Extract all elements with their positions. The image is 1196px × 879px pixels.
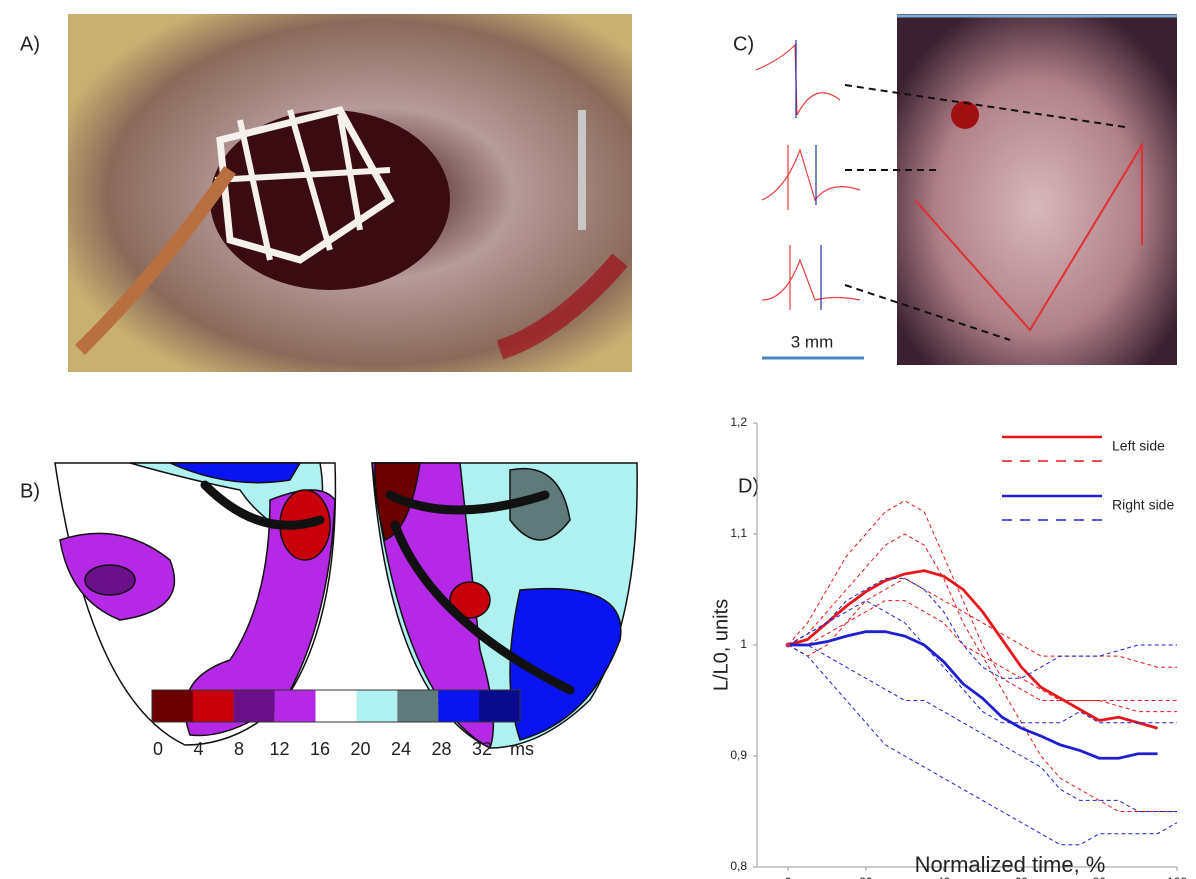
- series-line: [787, 600, 1177, 724]
- series-line: [787, 533, 1177, 812]
- x-tick-label: 0: [785, 875, 792, 879]
- x-tick-label: 40: [937, 875, 951, 879]
- colorbar-tick: 12: [269, 739, 289, 759]
- colorbar-tick: 16: [310, 739, 330, 759]
- colorbar-tick: 8: [234, 739, 244, 759]
- series-line: [787, 577, 1177, 668]
- map-right: [371, 462, 638, 750]
- colorbar-tick: 24: [391, 739, 411, 759]
- color-swatch: [356, 690, 398, 722]
- arrows: [844, 84, 1126, 341]
- colorbar-tick: 4: [193, 739, 203, 759]
- panel-label: A): [20, 33, 40, 55]
- panel-label: B): [20, 480, 40, 502]
- photo-c: [897, 14, 1177, 365]
- color-swatch: [479, 690, 520, 722]
- series-line: [787, 577, 1177, 679]
- series-line: [788, 644, 1177, 812]
- panel-label: C): [733, 33, 754, 55]
- x-tick-label: 20: [859, 875, 873, 879]
- signals: [755, 40, 861, 310]
- y-axis-label: L/L0, units: [710, 599, 732, 691]
- scale-label: 3 mm: [791, 332, 834, 351]
- y-tick-label: 0,8: [730, 859, 747, 873]
- colorbar-tick: 28: [431, 739, 451, 759]
- y-tick-label: 1: [740, 637, 747, 651]
- y-tick-label: 0,9: [730, 748, 747, 762]
- chart: 0,8 0,9 1 1,1 1,2 0 20 40 60 80 100 Normalized time…: [710, 415, 1187, 879]
- color-swatch: [315, 690, 357, 722]
- x-axis-label: Normalized time, %: [915, 852, 1106, 877]
- colorbar-unit: ms: [510, 739, 534, 759]
- colorbar-tick: 32: [472, 739, 492, 759]
- colorbar-tick: 0: [153, 739, 163, 759]
- legend-label: Right side: [1112, 497, 1174, 513]
- series-line: [788, 600, 1177, 701]
- color-swatch: [152, 690, 193, 722]
- series-line: [787, 569, 1158, 730]
- x-tick-label: 100: [1167, 875, 1187, 879]
- panel-label: D): [738, 475, 759, 497]
- legend-label: Left side: [1112, 438, 1165, 454]
- y-tick-label: 1,1: [730, 526, 747, 540]
- colorbar: 0 4 8 12 16 20 24 28 32 ms: [151, 689, 534, 759]
- color-swatch: [192, 690, 234, 722]
- origin-dot: [785, 642, 791, 648]
- x-tick-label: 60: [1015, 875, 1029, 879]
- series-line: [787, 644, 1178, 846]
- series-line: [787, 500, 1177, 713]
- activation-arrows: [200, 480, 575, 695]
- color-swatch: [233, 690, 275, 722]
- colorbar-tick: 20: [350, 739, 370, 759]
- color-swatch: [397, 690, 439, 722]
- colorbar-frame: [151, 689, 521, 723]
- series-line: [788, 630, 1158, 760]
- photo-a: [68, 14, 632, 372]
- color-swatch: [274, 690, 316, 722]
- y-tick-label: 1,2: [730, 415, 747, 429]
- x-tick-label: 80: [1093, 875, 1107, 879]
- color-swatch: [438, 690, 480, 722]
